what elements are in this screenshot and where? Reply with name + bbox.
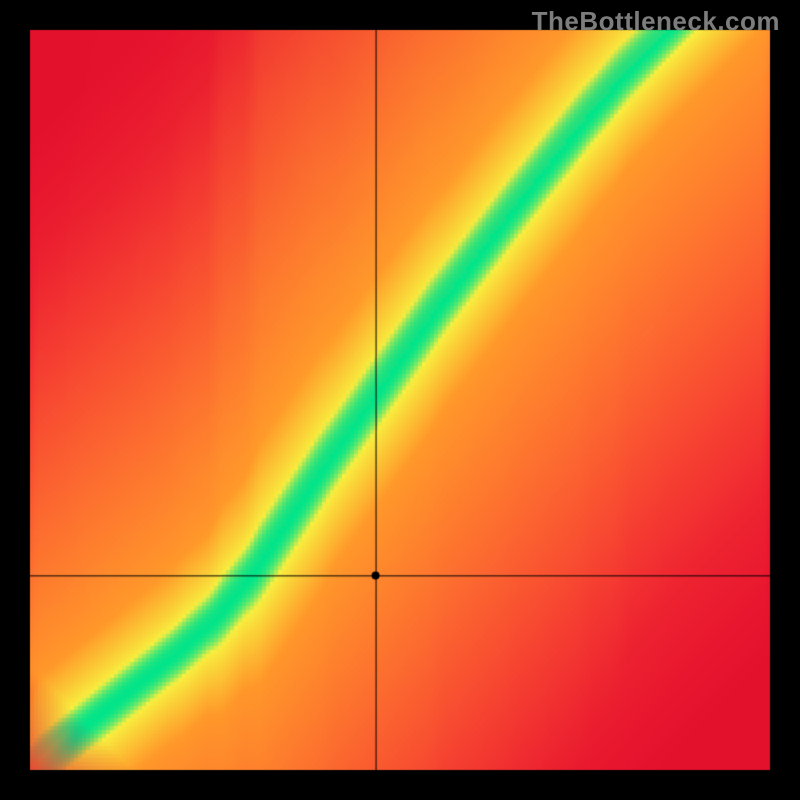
- chart-container: TheBottleneck.com: [0, 0, 800, 800]
- watermark-label: TheBottleneck.com: [532, 6, 780, 37]
- heatmap-chart: [0, 0, 800, 800]
